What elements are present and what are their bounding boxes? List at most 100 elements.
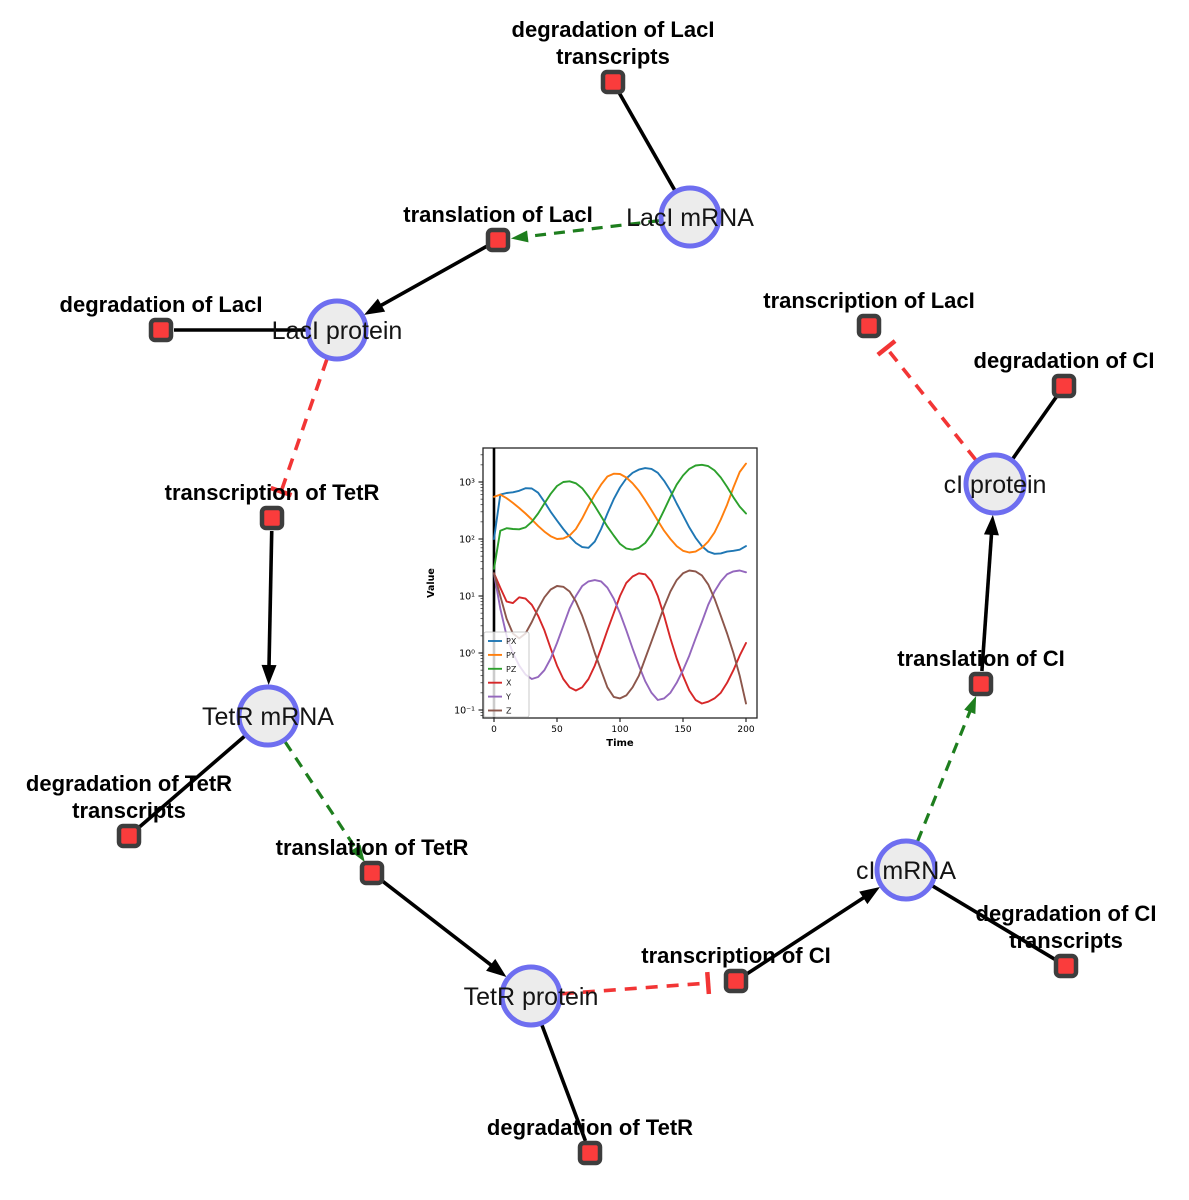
reaction-label-transcription_laci: transcription of LacI bbox=[763, 288, 974, 313]
y-tick-label: 10² bbox=[459, 535, 475, 546]
edge-line bbox=[916, 706, 974, 842]
reaction-node-deg_laci[interactable] bbox=[148, 317, 174, 343]
reaction-label-deg_laci: degradation of LacI bbox=[60, 292, 263, 317]
reaction-label-deg_tetr_transcripts: transcripts bbox=[72, 798, 186, 823]
legend-label-PX: PX bbox=[506, 637, 517, 646]
legend-label-Z: Z bbox=[506, 707, 512, 716]
arrowhead-icon bbox=[261, 664, 277, 686]
chart-legend: PX PY PZ XYZ bbox=[483, 631, 530, 718]
edge-line bbox=[137, 734, 246, 829]
reaction-node-transcription_tetr[interactable] bbox=[259, 505, 285, 531]
edge-line bbox=[522, 219, 660, 239]
x-axis-label: Time bbox=[606, 738, 634, 749]
edge-product-translation_tetr-to-tetr_protein bbox=[381, 879, 507, 978]
reaction-node-translation_laci[interactable] bbox=[485, 227, 511, 253]
arrowhead-icon bbox=[859, 886, 881, 905]
legend-label-PZ: PZ bbox=[506, 665, 517, 674]
edge-line bbox=[885, 346, 978, 461]
arrowhead-icon bbox=[486, 958, 507, 978]
reaction-label-deg_ci: degradation of CI bbox=[974, 348, 1155, 373]
edge-reactant-ci_mrna-to-deg_ci_transcripts bbox=[931, 884, 1056, 961]
nodes-layer bbox=[116, 69, 1079, 1166]
reaction-node-deg_ci[interactable] bbox=[1051, 373, 1077, 399]
edge-inhibition-tetr_protein-to-transcription_ci bbox=[561, 971, 712, 996]
edge-product-transcription_ci-to-ci_mrna bbox=[745, 886, 881, 976]
chart-series-Z bbox=[493, 569, 747, 705]
arrowhead-icon bbox=[364, 298, 386, 315]
edge-line bbox=[931, 884, 1056, 961]
species-node-tetr_mrna[interactable] bbox=[236, 684, 300, 748]
species-node-tetr_protein[interactable] bbox=[499, 964, 563, 1028]
reaction-node-deg_laci_transcripts[interactable] bbox=[600, 69, 626, 95]
edge-modifier-laci_mrna-to-translation_laci bbox=[510, 219, 660, 243]
species-label-ci_protein: cI protein bbox=[944, 471, 1047, 499]
edge-line bbox=[1011, 395, 1058, 460]
x-tick-label: 0 bbox=[491, 725, 497, 735]
reaction-label-translation_tetr: translation of TetR bbox=[276, 835, 469, 860]
reaction-node-deg_ci_transcripts[interactable] bbox=[1053, 953, 1079, 979]
time-series-chart: 0 50 100 150 200 10³ 10² 10¹ 10⁰ 10⁻¹ Time Value PX P… bbox=[423, 434, 773, 772]
reaction-node-transcription_laci[interactable] bbox=[856, 313, 882, 339]
edge-line bbox=[561, 981, 709, 996]
edge-line bbox=[617, 92, 677, 191]
reaction-node-translation_ci[interactable] bbox=[968, 671, 994, 697]
reaction-node-transcription_ci[interactable] bbox=[723, 968, 749, 994]
x-tick-label: 50 bbox=[551, 725, 563, 735]
y-tick-label: 10⁻¹ bbox=[454, 706, 475, 717]
reaction-label-deg_ci_transcripts: degradation of CI bbox=[976, 901, 1157, 926]
edges-layer bbox=[137, 92, 1058, 1142]
x-tick-label: 150 bbox=[674, 725, 691, 735]
reaction-label-deg_tetr: degradation of TetR bbox=[487, 1115, 693, 1140]
reaction-node-deg_tetr[interactable] bbox=[577, 1140, 603, 1166]
arrowhead-icon bbox=[983, 514, 999, 536]
edge-line bbox=[745, 893, 870, 976]
x-tick-label: 100 bbox=[611, 725, 628, 735]
species-label-laci_protein: LacI protein bbox=[272, 317, 403, 345]
species-label-laci_mrna: LacI mRNA bbox=[626, 204, 754, 232]
y-axis-label: Value bbox=[426, 568, 437, 598]
edge-reactant-laci_mrna-to-deg_laci_transcripts bbox=[617, 92, 677, 191]
chart-series-PZ bbox=[493, 463, 747, 570]
edge-reactant-tetr_protein-to-deg_tetr bbox=[540, 1024, 588, 1142]
x-tick-label: 200 bbox=[737, 725, 754, 735]
species-label-tetr_protein: TetR protein bbox=[464, 983, 599, 1011]
y-tick-label: 10¹ bbox=[459, 592, 475, 603]
species-node-laci_mrna[interactable] bbox=[658, 185, 722, 249]
reaction-label-deg_laci_transcripts: degradation of LacI bbox=[512, 17, 715, 42]
edge-modifier-tetr_mrna-to-translation_tetr bbox=[283, 740, 365, 863]
inhibitor-bar-icon bbox=[705, 971, 712, 995]
modifier-arrowhead-icon bbox=[964, 696, 977, 715]
chart-series-Y bbox=[493, 569, 747, 701]
edge-line bbox=[381, 879, 497, 970]
species-label-tetr_mrna: TetR mRNA bbox=[202, 703, 334, 731]
chart-series-PY bbox=[493, 462, 747, 554]
edge-inhibition-ci_protein-to-transcription_laci bbox=[876, 339, 978, 461]
edge-line bbox=[375, 244, 488, 310]
labels-layer: LacI mRNA LacI protein TetR mRNA TetR prote… bbox=[26, 17, 1157, 1140]
edge-product-translation_ci-to-ci_protein bbox=[980, 514, 999, 672]
reaction-node-translation_tetr[interactable] bbox=[359, 860, 385, 886]
reaction-label-transcription_tetr: transcription of TetR bbox=[165, 480, 380, 505]
legend-label-PY: PY bbox=[506, 651, 516, 660]
y-tick-label: 10³ bbox=[459, 478, 475, 489]
reaction-label-deg_laci_transcripts: transcripts bbox=[556, 44, 670, 69]
inhibitor-bar-icon bbox=[876, 339, 897, 357]
edge-inhibition-laci_protein-to-transcription_tetr bbox=[270, 358, 329, 498]
reaction-node-deg_tetr_transcripts[interactable] bbox=[116, 823, 142, 849]
modifier-arrowhead-icon bbox=[350, 844, 365, 863]
y-tick-label: 10⁰ bbox=[459, 649, 475, 660]
edge-reactant-ci_protein-to-deg_ci bbox=[1011, 395, 1058, 460]
reaction-label-translation_ci: translation of CI bbox=[897, 646, 1064, 671]
edge-line bbox=[267, 530, 274, 672]
edge-product-translation_laci-to-laci_protein bbox=[364, 244, 488, 315]
chart-series-PX bbox=[493, 467, 747, 555]
legend-label-Y: Y bbox=[505, 693, 511, 702]
species-node-ci_mrna[interactable] bbox=[874, 838, 938, 902]
reaction-label-deg_ci_transcripts: transcripts bbox=[1009, 928, 1123, 953]
species-node-laci_protein[interactable] bbox=[305, 298, 369, 362]
species-node-ci_protein[interactable] bbox=[963, 452, 1027, 516]
edge-line bbox=[540, 1024, 588, 1142]
edge-line bbox=[980, 528, 994, 672]
edge-line bbox=[283, 740, 360, 854]
